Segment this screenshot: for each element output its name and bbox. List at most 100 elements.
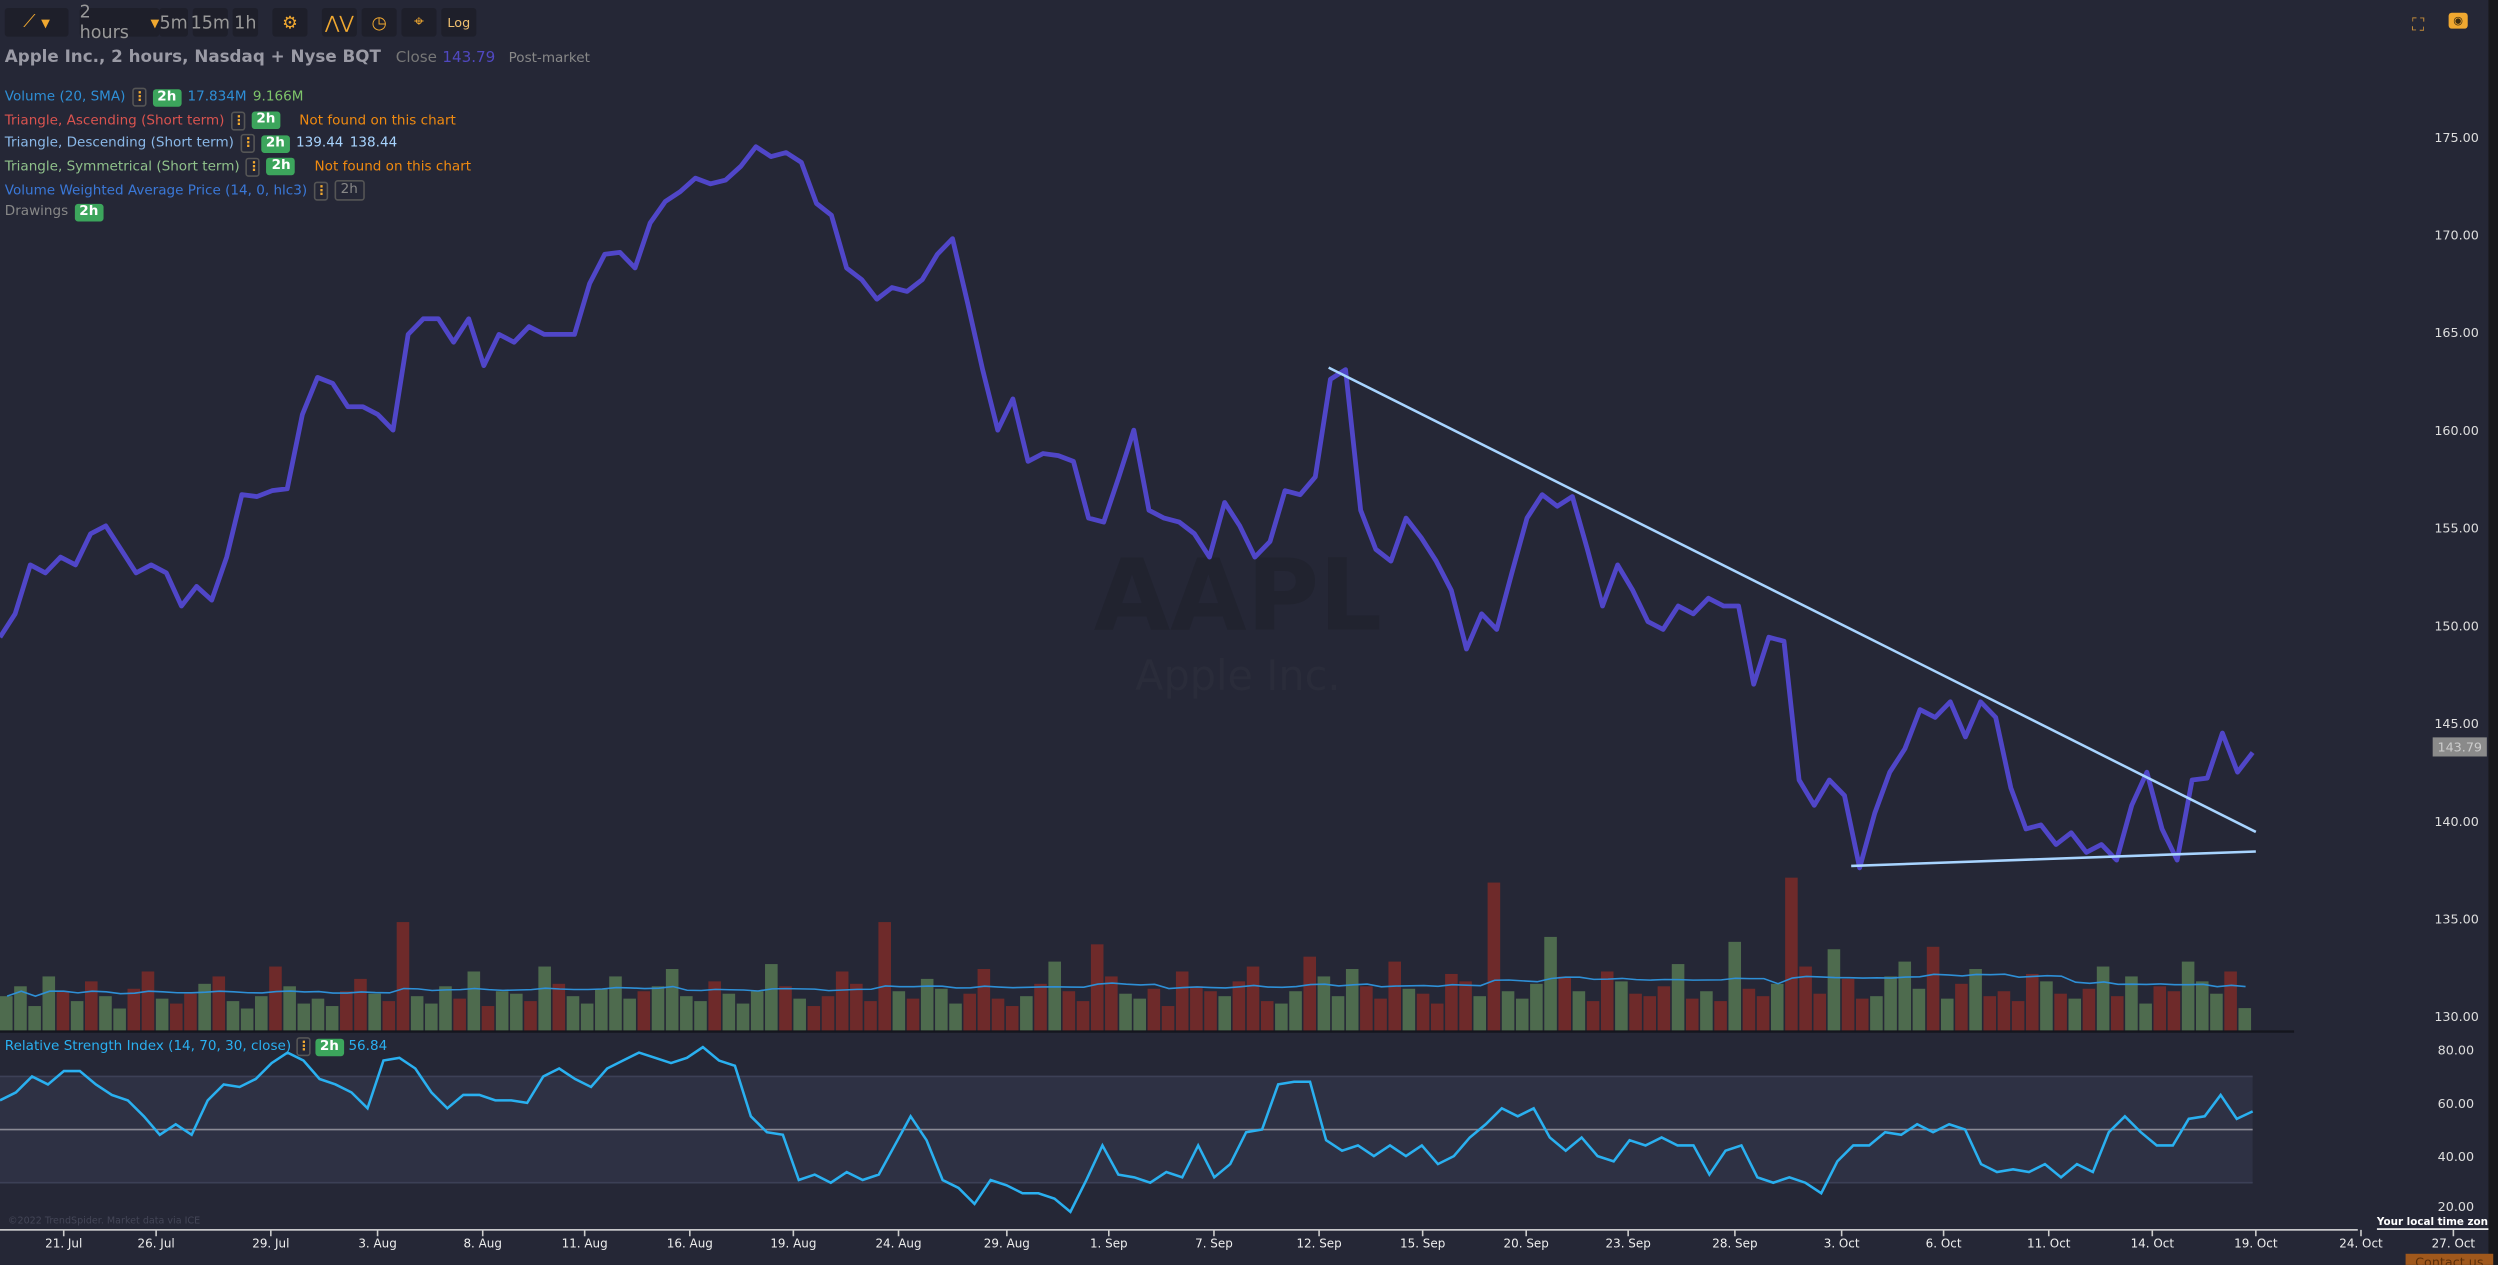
volume-bar: [1345, 969, 1359, 1031]
volume-bar: [1218, 996, 1231, 1031]
contact-us-button[interactable]: Contact us: [2405, 1253, 2494, 1265]
volume-bar: [255, 996, 268, 1031]
time-tick-label: 19. Oct: [2234, 1236, 2278, 1250]
volume-bar: [2195, 981, 2209, 1031]
interval-tag[interactable]: 2h: [251, 111, 281, 130]
volume-bar: [453, 998, 466, 1031]
volume-bar: [538, 966, 551, 1031]
legend-value: 139.44: [296, 135, 344, 152]
volume-bar: [198, 983, 211, 1031]
volume-bar: [2082, 988, 2096, 1031]
time-tick-label: 11. Aug: [562, 1236, 608, 1250]
legend-note: Not found on this chart: [299, 112, 456, 129]
legend-label[interactable]: Triangle, Symmetrical (Short term): [4, 158, 240, 175]
volume-bar: [382, 1001, 396, 1031]
volume-bar: [736, 1003, 750, 1031]
time-tick-label: 3. Aug: [358, 1236, 396, 1250]
crosshair-button[interactable]: ⌖: [401, 7, 437, 37]
time-tick-label: 14. Oct: [2131, 1236, 2175, 1250]
clock-button[interactable]: ◷: [361, 7, 397, 37]
gear-icon: ⚙: [282, 11, 298, 33]
interval-tag[interactable]: 2h: [334, 180, 365, 201]
volume-bar: [694, 1001, 707, 1031]
volume-bar: [1657, 986, 1671, 1031]
fullscreen-icon[interactable]: ⛶: [2411, 14, 2425, 36]
volume-bar: [1898, 961, 1912, 1031]
interval-1h[interactable]: 1h: [232, 7, 259, 37]
volume-bar: [368, 993, 381, 1031]
legend-label[interactable]: Volume (20, SMA): [4, 89, 126, 106]
volume-bar: [1855, 998, 1869, 1031]
legend-menu-button[interactable]: ⋮: [313, 180, 328, 200]
indicators-button[interactable]: ⋀⋁: [321, 7, 357, 37]
legend-menu-button[interactable]: ⋮: [240, 133, 255, 153]
volume-bar: [495, 991, 509, 1031]
time-tick-label: 7. Sep: [1195, 1236, 1233, 1250]
chart-type-button[interactable]: ⟋ ▾: [4, 7, 69, 37]
interval-tag[interactable]: 2h: [261, 134, 290, 153]
legend-value: 138.44: [349, 135, 398, 152]
volume-bar: [651, 986, 665, 1031]
volume-bar: [2025, 973, 2039, 1031]
volume-bar: [920, 978, 934, 1031]
rsi-menu-button[interactable]: ⋮: [295, 1037, 311, 1057]
interval-tag[interactable]: 2h: [152, 88, 182, 106]
legend-row: Triangle, Descending (Short term) ⋮ 2h 139.…: [4, 133, 398, 153]
volume-bar: [1827, 949, 1841, 1031]
time-tick-label: 21. Jul: [45, 1236, 82, 1250]
legend-label[interactable]: Volume Weighted Average Price (14, 0, hl…: [4, 182, 308, 199]
legend-menu-button[interactable]: ⋮: [246, 156, 261, 177]
legend-menu-button[interactable]: ⋮: [131, 87, 147, 107]
volume-bar: [722, 993, 736, 1031]
volume-bar: [1884, 976, 1897, 1031]
volume-bar: [396, 922, 410, 1031]
last-price-label: 143.79: [2437, 741, 2482, 756]
price-tick-label: 165.00: [2434, 326, 2479, 341]
volume-bar: [2238, 1008, 2252, 1031]
volume-bar: [1912, 988, 1926, 1031]
scrollbar[interactable]: [2488, 0, 2498, 1265]
camera-icon[interactable]: ◉: [2448, 12, 2468, 29]
timezone-label[interactable]: Your local time zone: [2376, 1215, 2496, 1230]
volume-bar: [1586, 1001, 1600, 1031]
volume-bar: [2125, 976, 2138, 1031]
volume-bar: [1615, 981, 1628, 1031]
volume-bar: [28, 1006, 41, 1031]
volume-bar: [212, 976, 226, 1031]
price-tick-label: 130.00: [2434, 1010, 2479, 1025]
volume-bar: [1473, 996, 1487, 1031]
interval-dropdown[interactable]: 2 hours ▾: [79, 1, 160, 44]
log-scale-button[interactable]: Log: [441, 7, 477, 37]
time-tick-label: 12. Sep: [1296, 1236, 1341, 1250]
interval-tag[interactable]: 2h: [266, 157, 296, 176]
rsi-interval-tag[interactable]: 2h: [315, 1037, 344, 1056]
rsi-value: 56.84: [348, 1038, 388, 1055]
volume-bar: [552, 983, 566, 1031]
legend-label[interactable]: Drawings: [4, 203, 69, 220]
volume-bar: [1487, 882, 1501, 1031]
volume-bar: [439, 986, 452, 1031]
chevron-down-icon: ▾: [41, 11, 50, 33]
volume-bar: [1133, 998, 1146, 1031]
settings-button[interactable]: ⚙: [272, 7, 308, 37]
volume-bar: [0, 996, 13, 1031]
volume-bar: [1062, 991, 1076, 1031]
legend-menu-button[interactable]: ⋮: [230, 110, 246, 130]
interval-tag[interactable]: 2h: [74, 203, 104, 221]
volume-bar: [821, 996, 835, 1031]
rsi-tick-label: 80.00: [2438, 1044, 2474, 1059]
volume-bar: [56, 991, 70, 1031]
interval-5m[interactable]: 5m: [159, 7, 188, 37]
volume-bar: [354, 978, 367, 1031]
volume-bar: [2153, 986, 2167, 1031]
volume-bar: [637, 991, 651, 1031]
volume-bar: [1374, 998, 1387, 1031]
interval-15m[interactable]: 15m: [191, 7, 230, 37]
rsi-line: [0, 1045, 2254, 1214]
legend-label[interactable]: Triangle, Descending (Short term): [4, 135, 234, 152]
line-chart-icon: ⟋: [23, 11, 36, 32]
volume-bar: [1700, 991, 1713, 1031]
legend-label[interactable]: Triangle, Ascending (Short term): [4, 112, 225, 129]
